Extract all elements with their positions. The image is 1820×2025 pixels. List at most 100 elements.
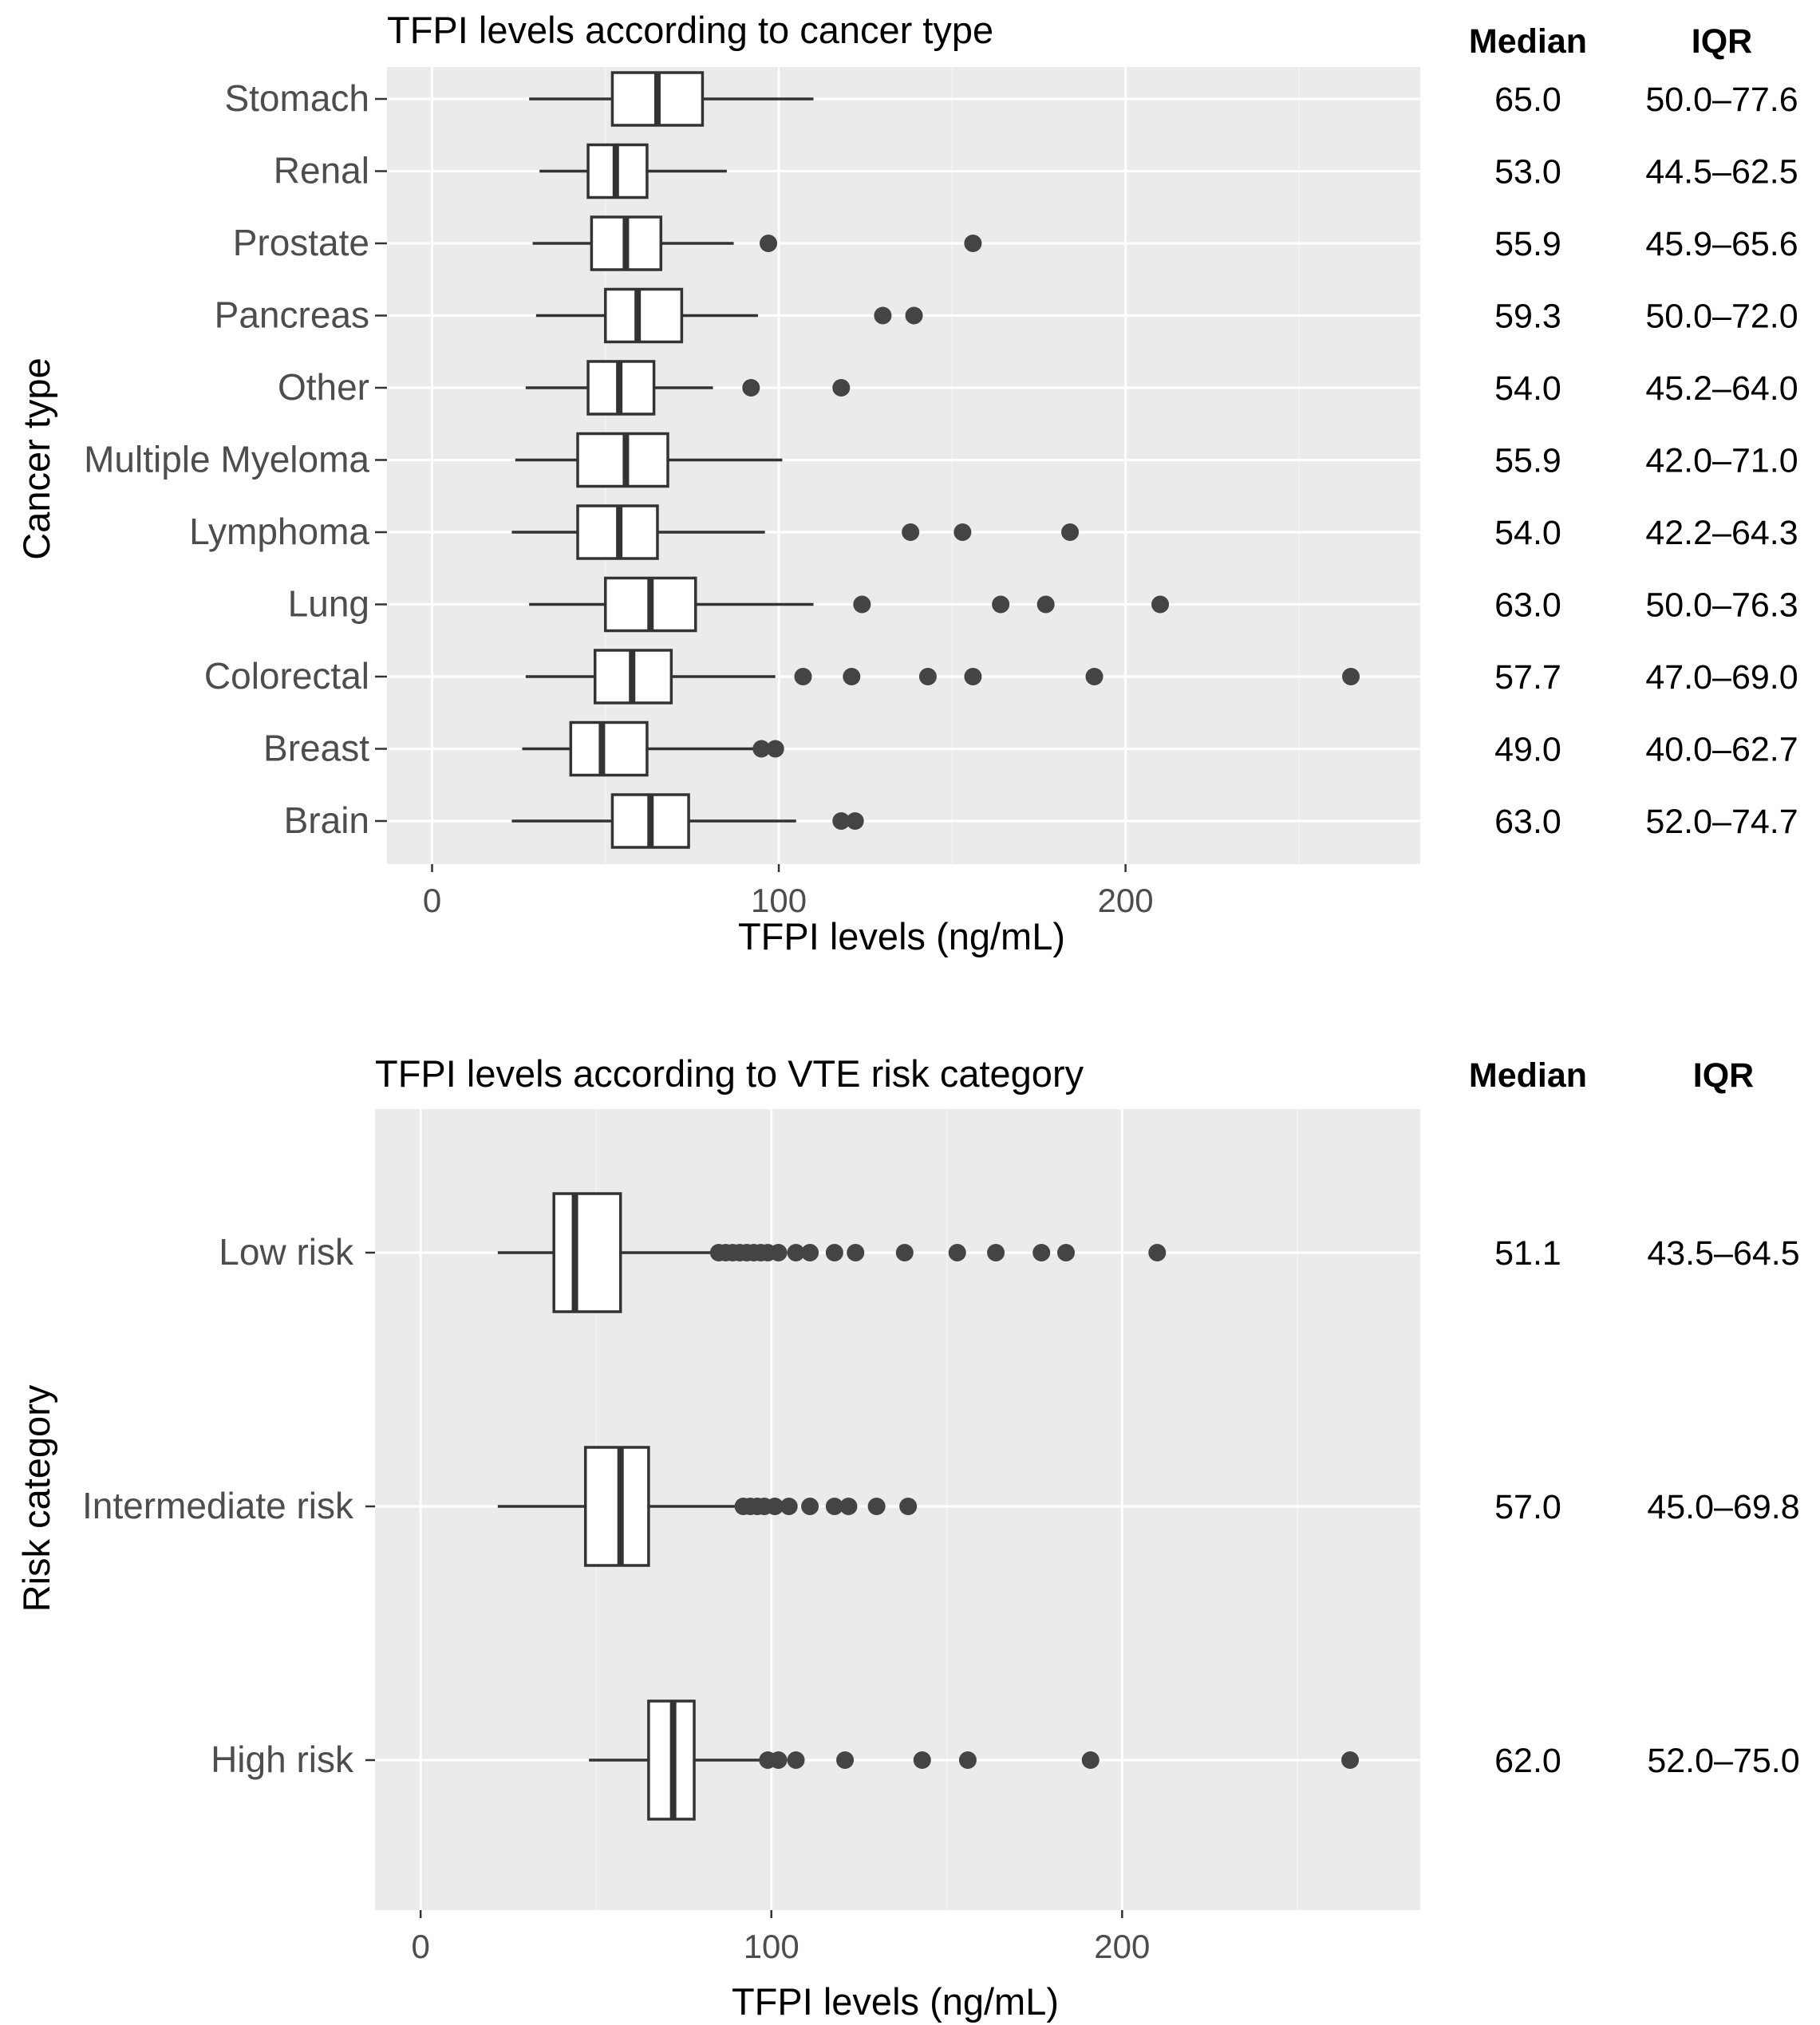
median-value: 51.1 <box>1494 1234 1561 1273</box>
median-value: 65.0 <box>1494 81 1561 119</box>
outlier-point <box>825 1244 843 1261</box>
outlier-point <box>847 1244 865 1261</box>
iqr-value: 40.0–62.7 <box>1645 731 1798 769</box>
iqr-value: 44.5–62.5 <box>1645 153 1798 191</box>
x-axis-label: TFPI levels (ng/mL) <box>738 915 1065 957</box>
outlier-point <box>913 1751 931 1769</box>
iqr-box <box>604 287 684 344</box>
outlier-point <box>787 1244 805 1261</box>
y-tick-label: Multiple Myeloma <box>84 439 369 480</box>
y-tick-label: Pancreas <box>215 294 369 336</box>
outlier-point <box>832 812 851 830</box>
outlier-point <box>1151 595 1170 614</box>
iqr-column-header: IQR <box>1693 1056 1754 1095</box>
outlier-point <box>766 740 784 758</box>
outlier-point <box>742 379 760 397</box>
median-value: 54.0 <box>1494 369 1561 408</box>
outlier-point <box>987 1244 1005 1261</box>
median-column-header: Median <box>1469 1056 1587 1095</box>
outlier-point <box>1061 523 1080 541</box>
median-value: 63.0 <box>1494 803 1561 841</box>
cancer-type-panel: TFPI levels according to cancer type Can… <box>15 9 1798 957</box>
x-tick-label: 200 <box>1098 882 1154 919</box>
outlier-point <box>801 1244 819 1261</box>
y-tick-label: Low risk <box>219 1231 354 1273</box>
outlier-point <box>839 1498 858 1515</box>
y-tick-label: High risk <box>211 1739 354 1780</box>
outlier-point <box>780 1498 798 1515</box>
median-value: 55.9 <box>1494 225 1561 263</box>
outlier-point <box>899 1498 918 1515</box>
outlier-point <box>948 1244 966 1261</box>
outlier-point <box>752 740 771 758</box>
outlier-point <box>874 306 892 325</box>
outlier-point <box>895 1244 914 1261</box>
outlier-point <box>832 379 851 397</box>
median-value: 53.0 <box>1494 153 1561 191</box>
median-value: 57.7 <box>1494 658 1561 697</box>
outlier-point <box>1148 1244 1167 1261</box>
outlier-point <box>918 668 937 685</box>
outlier-point <box>1081 1751 1100 1769</box>
x-tick-label: 0 <box>423 882 441 919</box>
iqr-column-header: IQR <box>1692 22 1752 61</box>
median-value: 49.0 <box>1494 731 1561 769</box>
iqr-value: 45.0–69.8 <box>1647 1488 1799 1526</box>
y-tick-label: Colorectal <box>204 655 369 697</box>
y-axis-label: Risk category <box>15 1384 57 1612</box>
x-tick-label: 0 <box>411 1928 429 1965</box>
chart-title: TFPI levels according to cancer type <box>387 9 993 51</box>
y-tick-label: Lung <box>288 583 369 625</box>
outlier-point <box>1032 1244 1051 1261</box>
outlier-point <box>794 668 812 685</box>
outlier-point <box>953 523 972 541</box>
outlier-point <box>902 523 920 541</box>
median-value: 62.0 <box>1494 1742 1561 1780</box>
y-tick-label: Other <box>278 366 369 408</box>
outlier-point <box>958 1751 977 1769</box>
iqr-box <box>569 720 649 777</box>
outlier-point <box>1085 668 1103 685</box>
outlier-point <box>769 1244 788 1261</box>
outlier-point <box>766 1498 784 1515</box>
outlier-point <box>867 1498 886 1515</box>
median-value: 59.3 <box>1494 298 1561 336</box>
outlier-point <box>760 235 778 252</box>
x-tick-label: 200 <box>1094 1928 1150 1965</box>
outlier-point <box>1036 595 1055 614</box>
risk-category-panel: TFPI levels according to VTE risk catego… <box>15 1052 1800 2023</box>
iqr-value: 52.0–74.7 <box>1645 803 1798 841</box>
iqr-value: 42.0–71.0 <box>1645 442 1798 480</box>
median-value: 55.9 <box>1494 442 1561 480</box>
y-tick-label: Lymphoma <box>189 511 369 552</box>
y-tick-label: Intermediate risk <box>82 1485 354 1526</box>
y-tick-label: Renal <box>274 150 369 191</box>
outlier-point <box>825 1498 843 1515</box>
median-column-header: Median <box>1469 22 1587 61</box>
y-tick-label: Breast <box>263 728 369 769</box>
outlier-point <box>846 812 864 830</box>
x-tick-label: 100 <box>744 1928 799 1965</box>
iqr-value: 43.5–64.5 <box>1647 1234 1799 1273</box>
iqr-box <box>552 1192 622 1313</box>
iqr-value: 52.0–75.0 <box>1647 1742 1799 1780</box>
plot-area: 0 100 200 Stomach 65.0 50.0–77.6 Renal 53.0 44.5… <box>84 67 1798 919</box>
outlier-point <box>853 595 871 614</box>
x-tick-label: 100 <box>751 882 807 919</box>
plot-area: 0 100 200 Low risk 51.1 43.5–64.5 Intermediate… <box>82 1109 1800 1965</box>
outlier-point <box>992 595 1010 614</box>
y-tick-label: Stomach <box>224 77 369 119</box>
outlier-point <box>964 235 982 252</box>
outlier-point <box>787 1751 805 1769</box>
outlier-point <box>769 1751 788 1769</box>
iqr-value: 45.2–64.0 <box>1645 369 1798 408</box>
outlier-point <box>1342 668 1360 685</box>
iqr-value: 45.9–65.6 <box>1645 225 1798 263</box>
y-tick-label: Prostate <box>233 222 369 263</box>
outlier-point <box>801 1498 819 1515</box>
outlier-point <box>1341 1751 1360 1769</box>
outlier-point <box>964 668 982 685</box>
outlier-point <box>1057 1244 1076 1261</box>
y-tick-label: Brain <box>284 799 369 841</box>
